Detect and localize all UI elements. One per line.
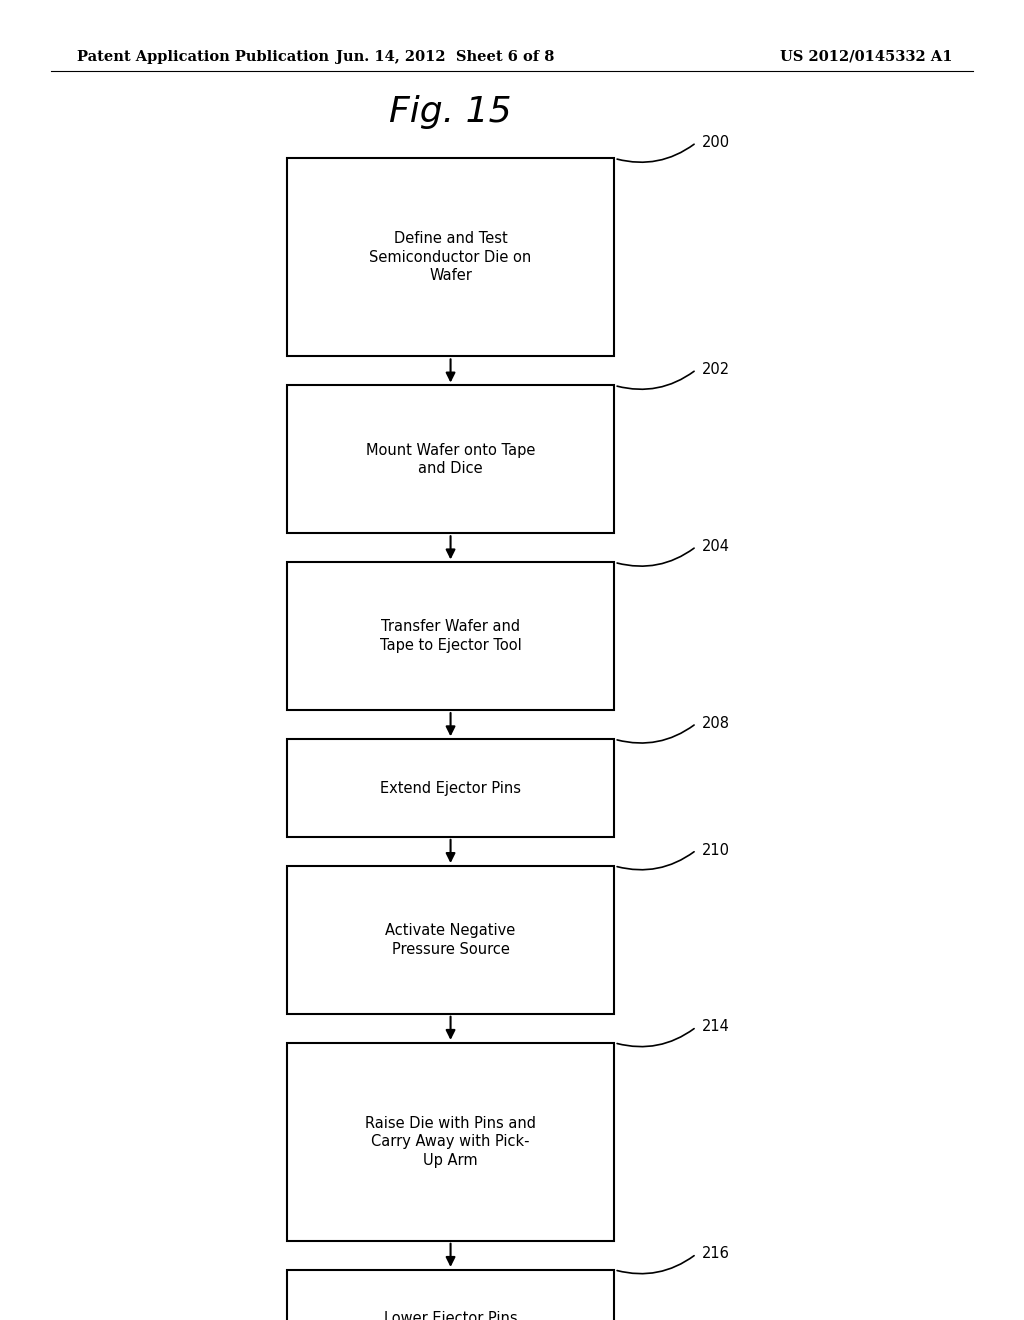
Text: 216: 216: [701, 1246, 729, 1262]
FancyBboxPatch shape: [287, 739, 614, 837]
Text: Patent Application Publication: Patent Application Publication: [77, 50, 329, 63]
Text: 208: 208: [701, 715, 729, 731]
Text: 204: 204: [701, 539, 729, 554]
Text: US 2012/0145332 A1: US 2012/0145332 A1: [780, 50, 952, 63]
FancyBboxPatch shape: [287, 1270, 614, 1320]
Text: 210: 210: [701, 842, 729, 858]
Text: 200: 200: [701, 135, 729, 150]
FancyBboxPatch shape: [287, 158, 614, 356]
Text: Extend Ejector Pins: Extend Ejector Pins: [380, 780, 521, 796]
Text: Mount Wafer onto Tape
and Dice: Mount Wafer onto Tape and Dice: [366, 442, 536, 477]
FancyBboxPatch shape: [287, 385, 614, 533]
Text: Define and Test
Semiconductor Die on
Wafer: Define and Test Semiconductor Die on Waf…: [370, 231, 531, 284]
Text: 214: 214: [701, 1019, 729, 1035]
FancyBboxPatch shape: [287, 866, 614, 1014]
Text: Activate Negative
Pressure Source: Activate Negative Pressure Source: [385, 923, 516, 957]
Text: Lower Ejector Pins: Lower Ejector Pins: [384, 1311, 517, 1320]
Text: 202: 202: [701, 362, 729, 378]
Text: Transfer Wafer and
Tape to Ejector Tool: Transfer Wafer and Tape to Ejector Tool: [380, 619, 521, 653]
Text: Fig. 15: Fig. 15: [389, 95, 512, 129]
Text: Jun. 14, 2012  Sheet 6 of 8: Jun. 14, 2012 Sheet 6 of 8: [336, 50, 555, 63]
FancyBboxPatch shape: [287, 562, 614, 710]
Text: Raise Die with Pins and
Carry Away with Pick-
Up Arm: Raise Die with Pins and Carry Away with …: [366, 1115, 536, 1168]
FancyBboxPatch shape: [287, 1043, 614, 1241]
